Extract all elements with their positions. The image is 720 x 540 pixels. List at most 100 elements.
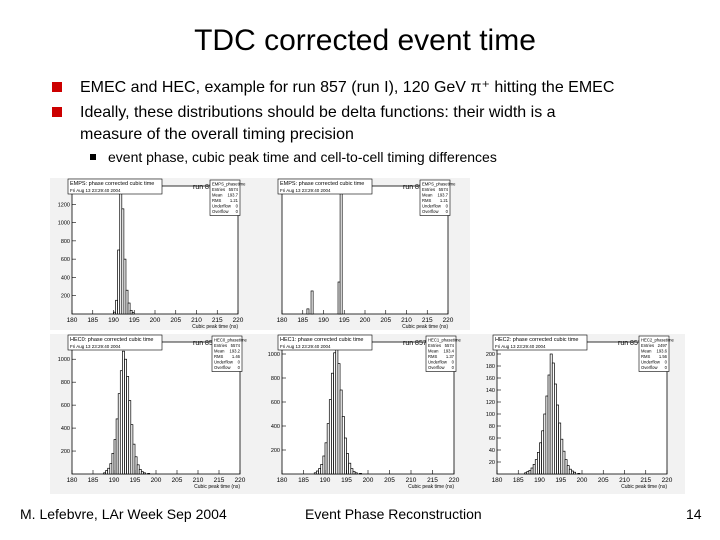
square-sub-bullet-icon	[90, 154, 96, 161]
y-tick-label: 1000	[58, 221, 70, 227]
histogram-bar	[131, 312, 135, 315]
histogram-emps-1: 180 185 190 195 200 205 210 215 220 200 400 600 800 1…	[50, 178, 260, 335]
footer-title: Event Phase Reconstruction	[305, 506, 482, 522]
x-tick-label: 220	[443, 317, 454, 324]
y-tick-label: 180	[486, 364, 495, 370]
histogram-title: EMPS: phase corrected cubic time	[70, 181, 154, 187]
stats-key: Overflow	[214, 365, 231, 370]
run-label: run 857	[618, 340, 642, 347]
histogram-bar	[123, 258, 127, 315]
histogram-title: HEC2: phase corrected cubic time	[495, 337, 578, 343]
y-tick-label: 800	[61, 380, 70, 386]
histogram-bar	[147, 473, 151, 475]
stats-value: 0	[665, 360, 668, 365]
y-tick-label: 160	[486, 376, 495, 382]
stats-box	[419, 179, 451, 216]
stats-value: 1.21	[230, 198, 239, 203]
x-tick-label: 190	[320, 477, 331, 484]
stats-key: RMS	[214, 354, 224, 359]
x-tick-label: 185	[87, 317, 98, 324]
plot-frame	[281, 341, 455, 475]
y-tick-label: 400	[61, 426, 70, 432]
x-tick-label: 200	[151, 477, 162, 484]
sub-bullet-text: event phase, cubic peak time and cell-to…	[108, 149, 497, 165]
y-tick-label: 200	[61, 294, 70, 300]
stats-value: 5574	[439, 187, 449, 192]
stats-value: 5574	[231, 343, 241, 348]
run-label: run 857	[403, 184, 427, 191]
x-tick-label: 195	[130, 477, 141, 484]
stats-value: 0	[665, 365, 668, 370]
stats-value: 193.2	[230, 349, 241, 354]
y-tick-label: 40	[489, 448, 495, 454]
x-tick-label: 185	[88, 477, 99, 484]
y-tick-label: 60	[489, 436, 495, 442]
histogram-title: HEC1: phase corrected cubic time	[280, 337, 363, 343]
x-tick-label: 195	[341, 477, 352, 484]
x-tick-label: 200	[150, 317, 161, 324]
x-tick-label: 215	[212, 317, 223, 324]
x-tick-label: 210	[401, 317, 412, 324]
x-tick-label: 215	[214, 477, 225, 484]
stats-value: 193.7	[438, 193, 449, 198]
stats-key: Overflow	[212, 209, 229, 214]
x-axis-label: Cubic peak time (ns)	[402, 324, 448, 330]
stats-box	[638, 335, 670, 372]
stats-value: 2497	[658, 343, 668, 348]
stats-key: Underflow	[422, 204, 442, 209]
x-tick-label: 205	[380, 317, 391, 324]
stats-key: RMS	[641, 354, 651, 359]
stats-value: 0	[238, 365, 241, 370]
bullet-1-text: EMEC and HEC, example for run 857 (run I…	[80, 79, 615, 96]
stats-box	[209, 179, 241, 216]
stats-box	[211, 335, 243, 372]
y-tick-label: 1000	[268, 352, 280, 358]
page-number: 14	[686, 506, 702, 522]
bullet-2-text-line-2: measure of the overall timing precision	[80, 126, 354, 143]
x-axis-label: Cubic peak time (ns)	[192, 324, 238, 330]
stats-value: 0	[452, 360, 455, 365]
stats-title: HEC0_phasetime	[214, 338, 247, 343]
stats-key: Underflow	[428, 360, 448, 365]
stats-title: HEC1_phasetime	[428, 338, 461, 343]
stats-value: 193.6	[657, 349, 668, 354]
histogram-date: Fri Aug 13 23:29:40 2004	[495, 344, 546, 349]
plot-frame	[496, 341, 668, 475]
x-tick-label: 200	[363, 477, 374, 484]
stats-value: 0	[446, 209, 449, 214]
stats-value: 0	[236, 209, 239, 214]
y-tick-label: 200	[61, 449, 70, 455]
y-tick-label: 80	[489, 424, 495, 430]
slide-title: TDC corrected event time	[194, 24, 536, 57]
stats-key: Mean	[212, 193, 223, 198]
histogram-bar	[306, 308, 310, 315]
histogram-date: Fri Aug 13 23:29:40 2004	[70, 188, 121, 193]
footer-author: M. Lefebvre, LAr Week Sep 2004	[20, 506, 227, 522]
stats-value: 193.7	[228, 193, 239, 198]
histogram-title-box	[277, 334, 373, 351]
histogram-bar	[354, 472, 358, 475]
x-tick-label: 190	[534, 477, 545, 484]
x-tick-label: 195	[339, 317, 350, 324]
x-tick-label: 210	[193, 477, 204, 484]
run-label: run 857	[193, 184, 217, 191]
y-tick-label: 800	[271, 376, 280, 382]
x-tick-label: 205	[598, 477, 609, 484]
run-label: run 857	[193, 340, 217, 347]
x-tick-label: 185	[513, 477, 524, 484]
stats-key: Mean	[428, 349, 439, 354]
x-tick-label: 190	[108, 317, 119, 324]
red-square-bullet-icon	[52, 82, 62, 92]
x-tick-label: 185	[298, 477, 309, 484]
stats-key: RMS	[422, 198, 432, 203]
histogram-hec0: 180 185 190 195 200 205 210 215 220 200 400 600 800 1…	[50, 334, 260, 499]
sub-bullet: event phase, cubic peak time and cell-to…	[90, 149, 497, 165]
histogram-bar	[577, 473, 581, 475]
stats-title: EMPS_phasetime	[422, 182, 456, 187]
x-tick-label: 180	[492, 477, 503, 484]
stats-key: Overflow	[641, 365, 658, 370]
histogram-emps-2: 180 185 190 195 200 205 210 215 220 Cubic peak ti…	[260, 178, 470, 335]
stats-value: 1.37	[446, 354, 455, 359]
x-tick-label: 195	[555, 477, 566, 484]
stats-key: RMS	[428, 354, 438, 359]
